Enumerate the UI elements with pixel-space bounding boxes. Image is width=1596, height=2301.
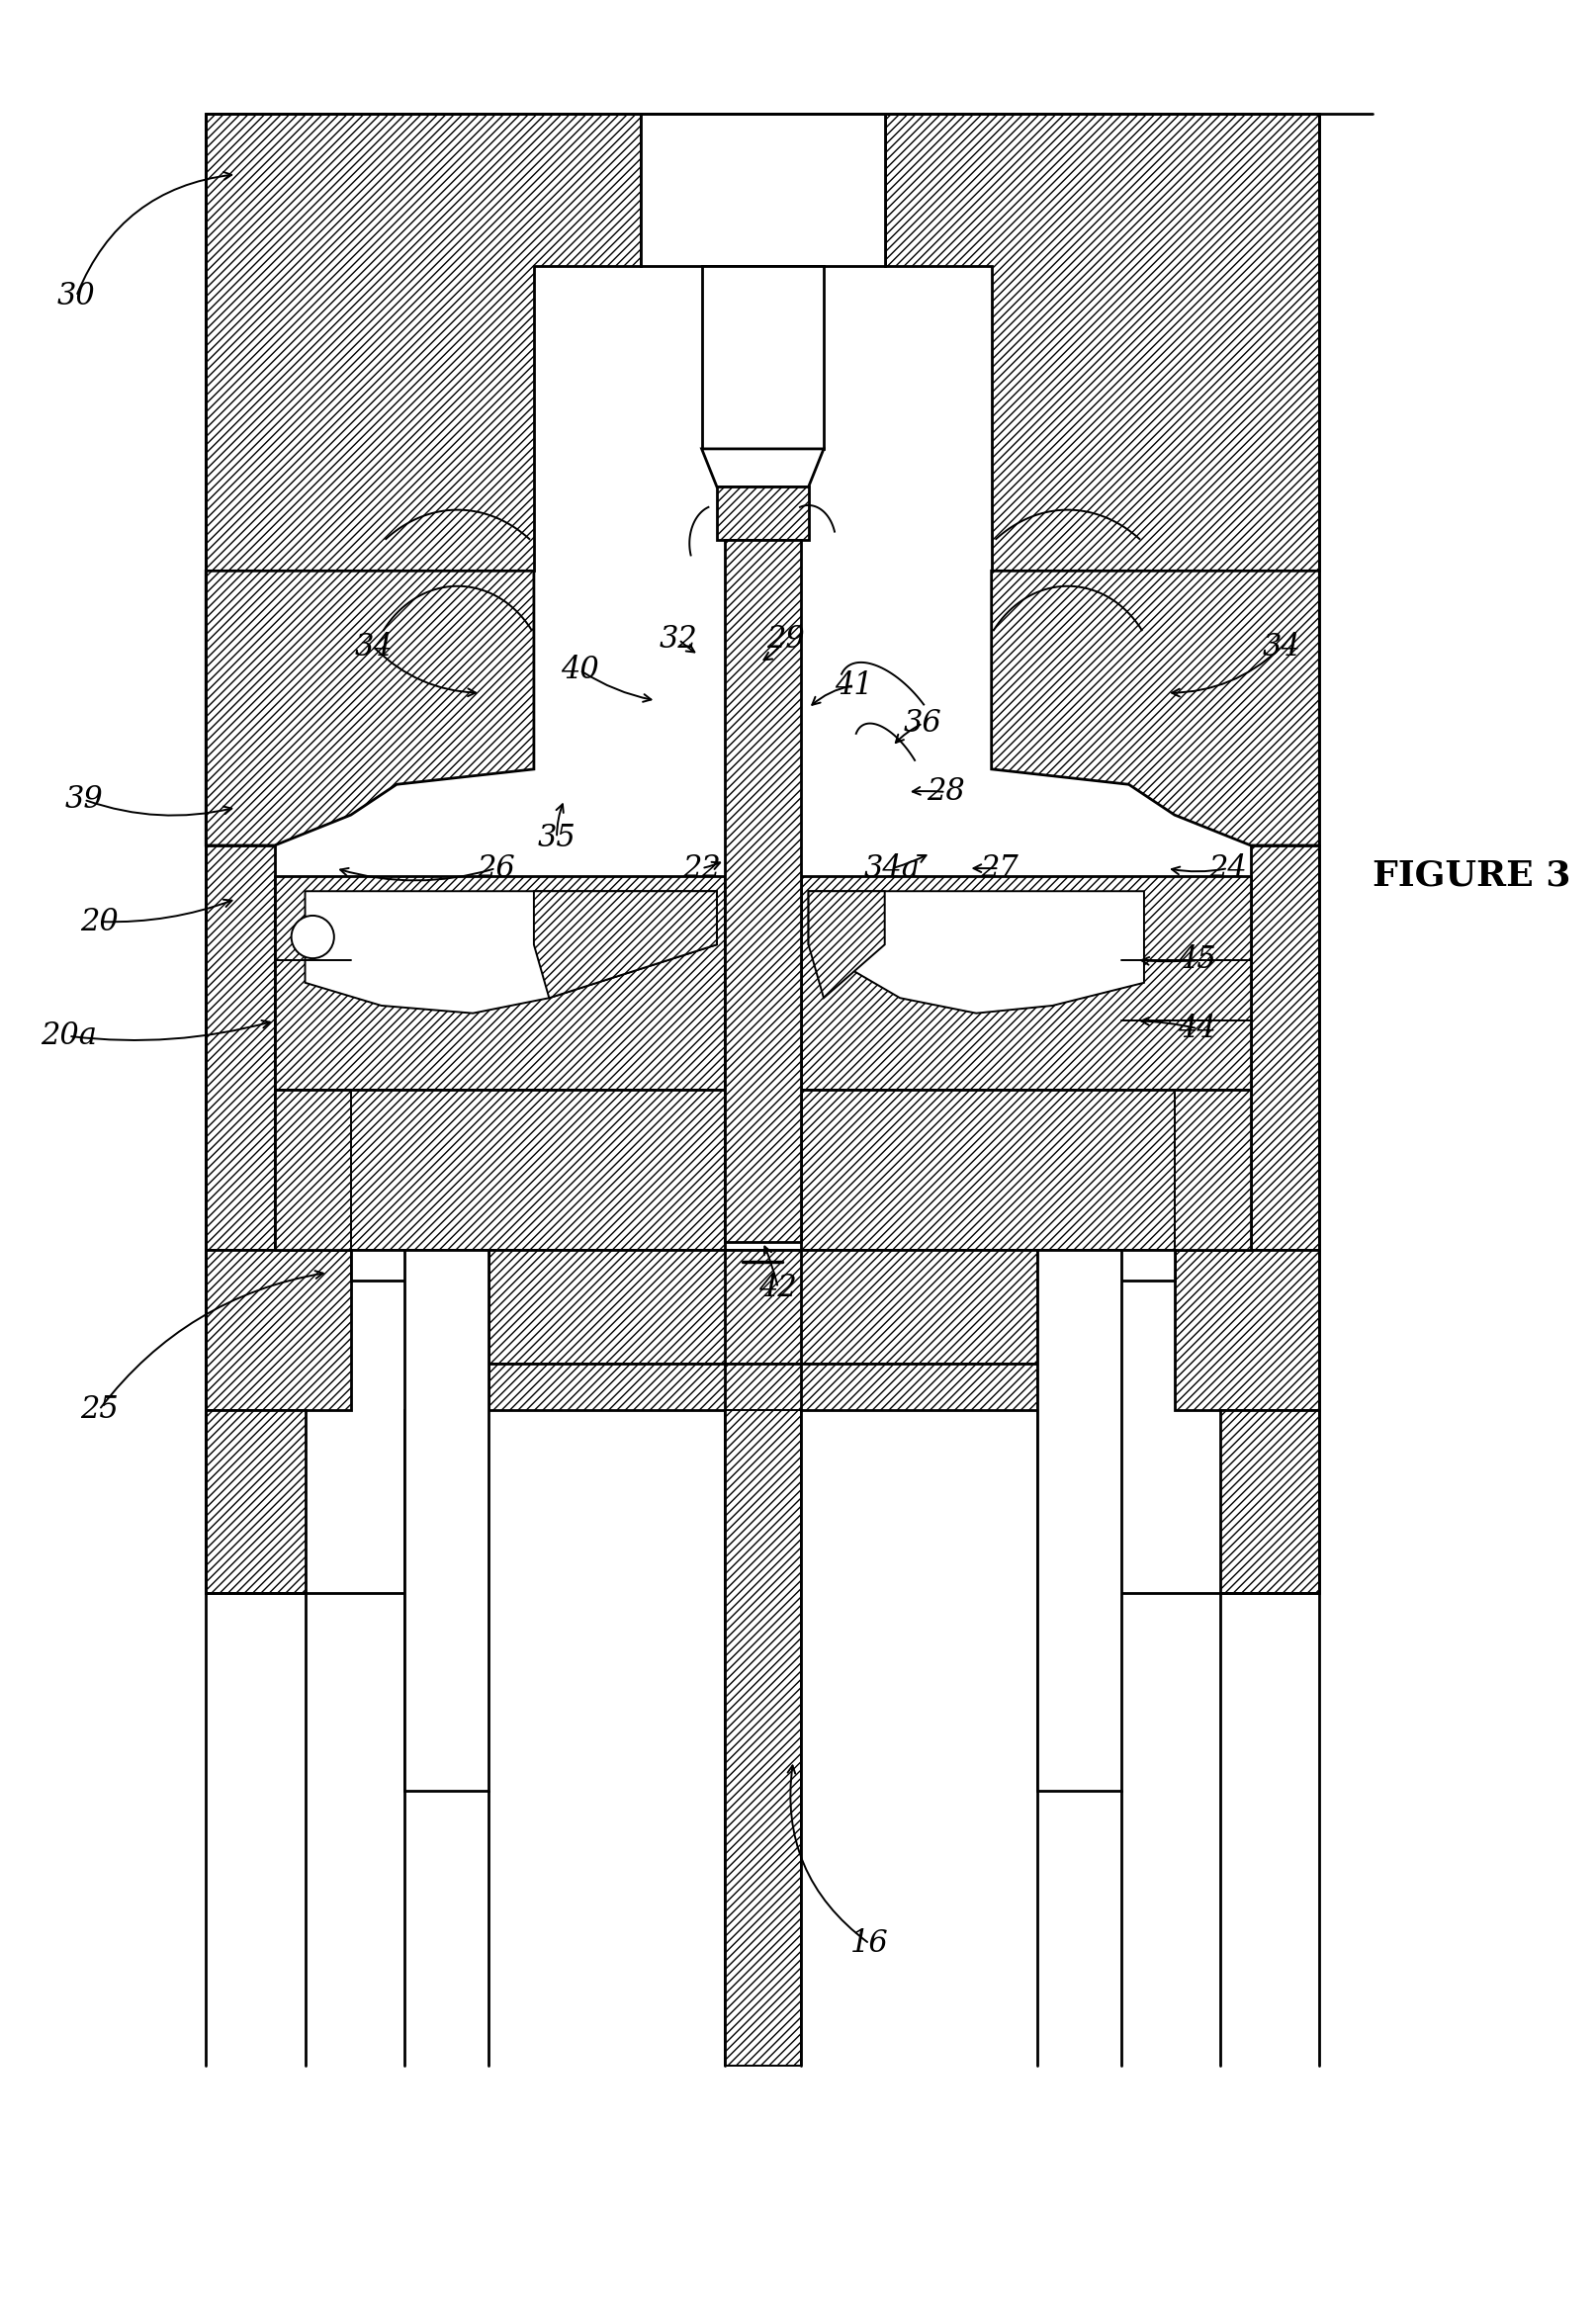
Polygon shape — [1250, 844, 1318, 1249]
Text: 16: 16 — [849, 1928, 887, 1958]
Polygon shape — [275, 1088, 725, 1249]
Polygon shape — [1037, 1249, 1120, 1790]
Polygon shape — [275, 877, 725, 1088]
Polygon shape — [725, 541, 800, 1243]
Polygon shape — [800, 1088, 1250, 1249]
Polygon shape — [206, 113, 640, 571]
Polygon shape — [305, 890, 717, 1012]
Text: 35: 35 — [538, 821, 576, 854]
Polygon shape — [991, 571, 1318, 844]
Text: 20: 20 — [80, 907, 118, 937]
Text: 20a: 20a — [40, 1022, 97, 1052]
Polygon shape — [800, 877, 1250, 1088]
Text: FIGURE 3: FIGURE 3 — [1373, 858, 1570, 893]
Polygon shape — [351, 1249, 1173, 1279]
Polygon shape — [725, 1364, 800, 1411]
Text: 36: 36 — [903, 709, 942, 739]
Text: 39: 39 — [65, 785, 104, 815]
Text: 29: 29 — [766, 624, 804, 656]
Text: 30: 30 — [57, 281, 96, 311]
Polygon shape — [701, 449, 824, 488]
Text: 27: 27 — [980, 854, 1018, 884]
Text: 41: 41 — [835, 670, 873, 700]
Polygon shape — [404, 1249, 488, 1790]
Text: 28: 28 — [926, 778, 964, 808]
Text: 34a: 34a — [863, 854, 919, 884]
Polygon shape — [808, 890, 884, 999]
Polygon shape — [884, 113, 1318, 571]
Text: 26: 26 — [476, 854, 514, 884]
Polygon shape — [1173, 1249, 1318, 1411]
Polygon shape — [206, 571, 533, 844]
Text: 44: 44 — [1178, 1012, 1216, 1045]
Polygon shape — [701, 267, 824, 449]
Polygon shape — [488, 1249, 1037, 1364]
Text: 25: 25 — [80, 1394, 118, 1424]
Text: 42: 42 — [758, 1272, 796, 1302]
Text: 34: 34 — [354, 633, 393, 663]
Polygon shape — [1219, 1411, 1318, 1592]
Polygon shape — [206, 1411, 305, 1592]
Polygon shape — [640, 113, 884, 267]
Polygon shape — [206, 1249, 351, 1411]
Polygon shape — [808, 890, 1143, 1012]
Text: 40: 40 — [560, 656, 598, 686]
Text: 22: 22 — [681, 854, 720, 884]
Polygon shape — [404, 1411, 488, 1790]
Text: 30: 30 — [1329, 854, 1368, 884]
Polygon shape — [1037, 1411, 1120, 1790]
Polygon shape — [717, 488, 808, 541]
Polygon shape — [488, 1364, 1037, 1411]
Polygon shape — [725, 1411, 800, 2066]
Text: 45: 45 — [1178, 943, 1216, 976]
Polygon shape — [533, 890, 717, 999]
Text: 34: 34 — [1261, 633, 1299, 663]
Circle shape — [290, 916, 334, 957]
Polygon shape — [725, 1249, 800, 1364]
Text: 24: 24 — [1208, 854, 1246, 884]
Text: 32: 32 — [659, 624, 697, 656]
Polygon shape — [206, 844, 275, 1249]
